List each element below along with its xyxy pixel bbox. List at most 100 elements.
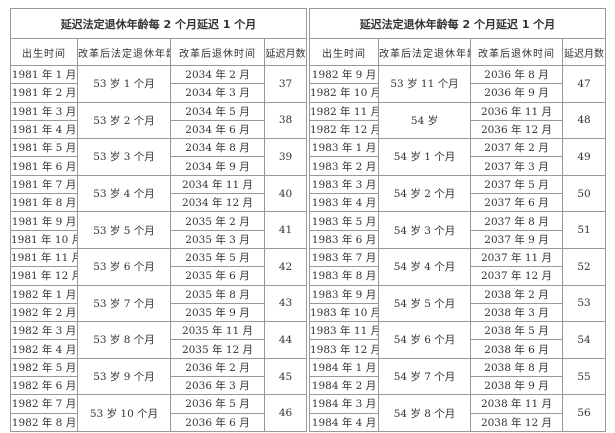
birth-cell: 1981 年 7 月: [10, 174, 78, 195]
age-cell: 54 岁 3 个月: [378, 211, 471, 249]
retire-time-cell: 2035 年 6 月: [170, 266, 265, 286]
retire-time-cell: 2038 年 12 月: [470, 412, 563, 432]
birth-cell: 1983 年 10 月: [309, 302, 379, 323]
age-cell: 53 岁 9 个月: [77, 357, 171, 396]
delay-cell: 55: [562, 357, 606, 396]
retire-time-cell: 2038 年 2 月: [470, 284, 563, 304]
table-row: 1984 年 3 月 54 岁 8 个月 2038 年 11 月 56: [309, 394, 606, 432]
birth-cell: 1983 年 5 月: [309, 211, 379, 231]
retire-time-cell: 2036 年 3 月: [170, 376, 265, 396]
age-cell: 53 岁 2 个月: [77, 101, 171, 140]
age-cell: 53 岁 1 个月: [77, 65, 171, 103]
retire-time-cell: 2035 年 8 月: [170, 284, 265, 304]
retirement-table-right: 延迟法定退休年龄每 2 个月延迟 1 个月 出生时间 改革后法定退休年龄 改革后…: [309, 8, 606, 432]
retire-time-cell: 2038 年 5 月: [470, 321, 563, 341]
age-cell: 54 岁 6 个月: [378, 321, 471, 359]
retire-time-cell: 2036 年 8 月: [470, 64, 563, 85]
age-cell: 53 岁 10 个月: [77, 394, 171, 432]
age-cell: 54 岁 8 个月: [378, 394, 471, 432]
delay-cell: 54: [562, 321, 606, 359]
table-row: 1982 年 2 月 2035 年 9 月: [10, 302, 307, 323]
retire-time-cell: 2035 年 11 月: [170, 321, 265, 341]
header-delay: 延迟月数: [264, 38, 307, 66]
birth-cell: 1981 年 9 月: [10, 211, 78, 231]
retire-time-cell: 2037 年 11 月: [470, 247, 563, 268]
delay-cell: 41: [264, 211, 307, 249]
table-row: 1984 年 4 月 2038 年 12 月: [309, 412, 606, 432]
retire-time-cell: 2036 年 2 月: [170, 357, 265, 378]
retire-time-cell: 2037 年 6 月: [470, 193, 563, 213]
header-delay: 延迟月数: [562, 38, 606, 66]
retire-time-cell: 2035 年 3 月: [170, 229, 265, 249]
retire-time-cell: 2034 年 6 月: [170, 119, 265, 140]
retire-time-cell: 2038 年 3 月: [470, 302, 563, 323]
age-cell: 53 岁 3 个月: [77, 138, 171, 176]
retire-time-cell: 2036 年 12 月: [470, 119, 563, 140]
age-cell: 53 岁 6 个月: [77, 247, 171, 286]
birth-cell: 1981 年 5 月: [10, 138, 78, 158]
birth-cell: 1981 年 12 月: [10, 266, 78, 286]
birth-cell: 1981 年 6 月: [10, 156, 78, 176]
age-cell: 53 岁 8 个月: [77, 321, 171, 359]
birth-cell: 1982 年 11 月: [309, 101, 379, 121]
header-time: 改革后退休时间: [170, 38, 265, 66]
table-row: 1983 年 9 月 54 岁 5 个月 2038 年 2 月 53: [309, 284, 606, 323]
delay-cell: 42: [264, 247, 307, 286]
delay-cell: 39: [264, 138, 307, 176]
retire-time-cell: 2036 年 9 月: [470, 83, 563, 103]
table-row: 1982 年 7 月 53 岁 10 个月 2036 年 5 月 46: [10, 394, 307, 432]
retire-time-cell: 2037 年 2 月: [470, 138, 563, 158]
retire-time-cell: 2035 年 9 月: [170, 302, 265, 323]
retire-time-cell: 2035 年 2 月: [170, 211, 265, 231]
retire-time-cell: 2034 年 8 月: [170, 138, 265, 158]
retire-time-cell: 2037 年 8 月: [470, 211, 563, 231]
delay-cell: 47: [562, 65, 606, 103]
table-row: 1981 年 6 月 2034 年 9 月: [10, 156, 307, 176]
birth-cell: 1984 年 3 月: [309, 394, 379, 414]
age-cell: 54 岁 5 个月: [378, 284, 471, 323]
birth-cell: 1981 年 4 月: [10, 119, 78, 140]
table-row: 1983 年 2 月 2037 年 3 月: [309, 156, 606, 176]
delay-cell: 38: [264, 101, 307, 140]
table-row: 1981 年 12 月 2035 年 6 月: [10, 266, 307, 286]
age-cell: 54 岁 2 个月: [378, 174, 471, 213]
birth-cell: 1984 年 1 月: [309, 357, 379, 378]
birth-cell: 1982 年 3 月: [10, 321, 78, 341]
retire-time-cell: 2034 年 12 月: [170, 193, 265, 213]
table-title: 延迟法定退休年龄每 2 个月延迟 1 个月: [309, 8, 606, 39]
table-row: 1982 年 6 月 2036 年 3 月: [10, 376, 307, 396]
birth-cell: 1982 年 12 月: [309, 119, 379, 140]
age-cell: 53 岁 7 个月: [77, 284, 171, 323]
delay-cell: 43: [264, 284, 307, 323]
birth-cell: 1981 年 8 月: [10, 193, 78, 213]
retire-time-cell: 2037 年 12 月: [470, 266, 563, 286]
retire-time-cell: 2037 年 5 月: [470, 174, 563, 195]
table-row: 1983 年 1 月 54 岁 1 个月 2037 年 2 月 49: [309, 138, 606, 176]
retire-time-cell: 2034 年 5 月: [170, 101, 265, 121]
table-row: 1981 年 10 月 2035 年 3 月: [10, 229, 307, 249]
table-row: 1981 年 11 月 53 岁 6 个月 2035 年 5 月 42: [10, 247, 307, 286]
age-cell: 54 岁 4 个月: [378, 247, 471, 286]
birth-cell: 1981 年 3 月: [10, 101, 78, 121]
retire-time-cell: 2035 年 12 月: [170, 339, 265, 359]
retire-time-cell: 2034 年 2 月: [170, 64, 265, 85]
age-cell: 54 岁 7 个月: [378, 357, 471, 396]
birth-cell: 1981 年 10 月: [10, 229, 78, 249]
age-cell: 54 岁: [378, 101, 471, 140]
birth-cell: 1982 年 8 月: [10, 412, 78, 432]
table-row: 1982 年 8 月 2036 年 6 月: [10, 412, 307, 432]
retire-time-cell: 2034 年 9 月: [170, 156, 265, 176]
birth-cell: 1982 年 7 月: [10, 394, 78, 414]
birth-cell: 1983 年 4 月: [309, 193, 379, 213]
delay-cell: 48: [562, 101, 606, 140]
retire-time-cell: 2036 年 6 月: [170, 412, 265, 432]
birth-cell: 1983 年 2 月: [309, 156, 379, 176]
table-row: 1981 年 1 月 53 岁 1 个月 2034 年 2 月 37: [10, 64, 307, 103]
table-row: 1983 年 3 月 54 岁 2 个月 2037 年 5 月 50: [309, 174, 606, 213]
retire-time-cell: 2036 年 11 月: [470, 101, 563, 121]
birth-cell: 1982 年 9 月: [309, 64, 379, 85]
table-row: 1982 年 5 月 53 岁 9 个月 2036 年 2 月 45: [10, 357, 307, 396]
header-age: 改革后法定退休年龄: [378, 38, 471, 66]
table-row: 1984 年 2 月 2038 年 9 月: [309, 376, 606, 396]
birth-cell: 1981 年 2 月: [10, 83, 78, 103]
